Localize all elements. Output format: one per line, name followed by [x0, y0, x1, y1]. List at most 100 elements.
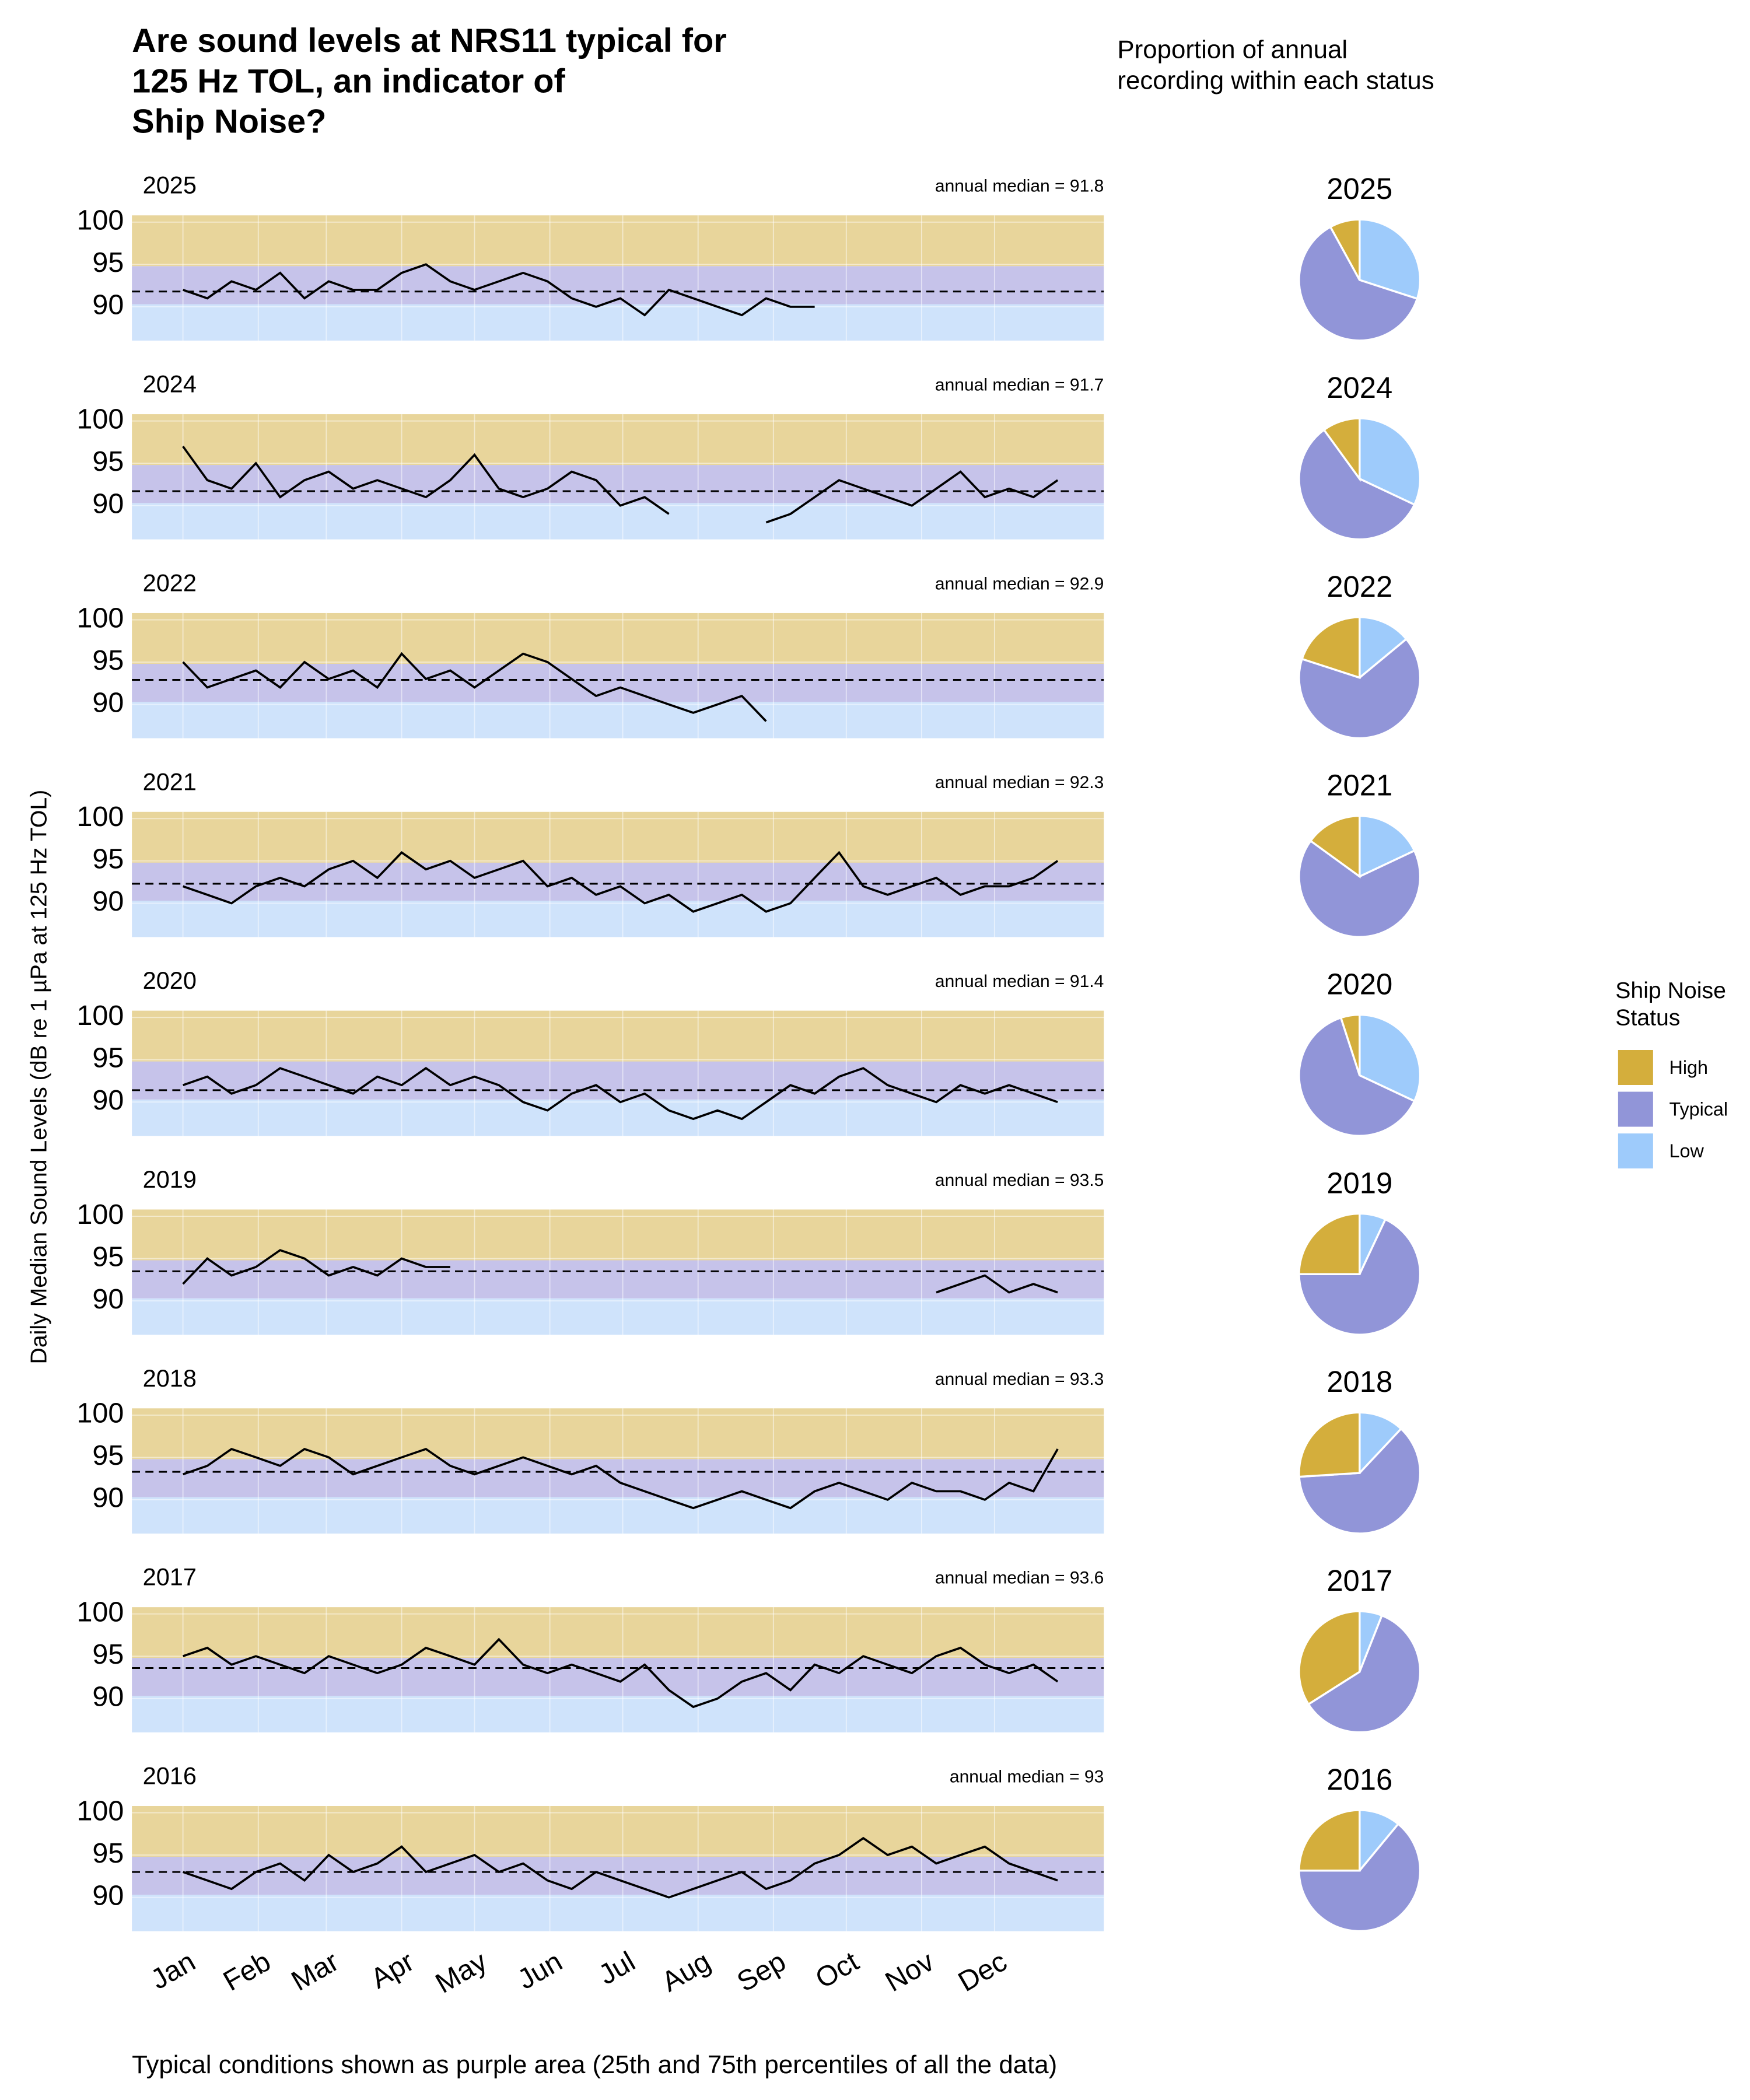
panel-title: 2024: [143, 370, 197, 398]
band-low: [132, 1497, 1104, 1534]
pie-title: 2018: [1326, 1365, 1392, 1398]
pie-slice: [1298, 1610, 1361, 1706]
panel-title: 2025: [143, 172, 197, 199]
annotation: annual median = 93: [950, 1767, 1104, 1786]
band-typical: [132, 1857, 1104, 1895]
pie-slice: [1359, 417, 1422, 506]
annotation: annual median = 93.6: [935, 1569, 1104, 1588]
series-line: [182, 652, 767, 722]
y-tick-label: 100: [76, 1597, 124, 1628]
band-low: [132, 901, 1104, 937]
band-high: [132, 1607, 1104, 1658]
x-tick-label: Oct: [810, 1945, 864, 1995]
pie-slice: [1359, 616, 1408, 680]
caption: Typical conditions shown as purple area …: [132, 2050, 1057, 2079]
legend-label: Low: [1670, 1140, 1704, 1161]
annotation: annual median = 91.8: [935, 177, 1104, 196]
y-tick-label: 100: [76, 602, 124, 634]
band-typical: [132, 1658, 1104, 1696]
pie-title: 2025: [1326, 172, 1392, 205]
band-high: [132, 612, 1104, 664]
pie-slice: [1298, 1822, 1422, 1933]
pie-slice: [1298, 1809, 1361, 1872]
pie-heading: recording within each status: [1117, 66, 1434, 94]
y-tick-label: 100: [76, 1795, 124, 1826]
y-axis-label: Daily Median Sound Levels (dB re 1 µPa a…: [26, 790, 52, 1364]
band-typical: [132, 1061, 1104, 1100]
pie-slice: [1298, 225, 1419, 342]
annotation: annual median = 92.3: [935, 773, 1104, 792]
x-tick-label: Nov: [880, 1945, 940, 1998]
pie-title: 2021: [1326, 769, 1392, 802]
pie-title: 2024: [1326, 371, 1392, 404]
y-tick-label: 100: [76, 1000, 124, 1031]
pie-slice: [1298, 1212, 1361, 1275]
band-high: [132, 1209, 1104, 1261]
x-tick-label: Jul: [593, 1945, 640, 1991]
y-tick-label: 90: [92, 1084, 124, 1116]
pie-slice: [1359, 814, 1416, 878]
x-tick-label: Aug: [656, 1945, 716, 1998]
legend-title: Status: [1615, 1005, 1680, 1030]
legend-label: Typical: [1670, 1098, 1728, 1119]
band-high: [132, 811, 1104, 863]
band-high: [132, 1010, 1104, 1062]
y-tick-label: 90: [92, 1681, 124, 1713]
panel-title: 2021: [143, 768, 197, 795]
panel-title: 2016: [143, 1762, 197, 1790]
y-tick-label: 90: [92, 687, 124, 718]
y-tick-label: 90: [92, 1283, 124, 1315]
panel-title: 2018: [143, 1364, 197, 1392]
band-typical: [132, 266, 1104, 304]
band-typical: [132, 1260, 1104, 1298]
y-tick-label: 100: [76, 403, 124, 435]
annotation: annual median = 93.3: [935, 1370, 1104, 1389]
band-low: [132, 503, 1104, 540]
band-typical: [132, 465, 1104, 503]
pie-slice: [1309, 814, 1361, 878]
pie-slice: [1298, 428, 1416, 541]
legend-swatch: [1618, 1091, 1653, 1127]
pie-title: 2016: [1326, 1763, 1392, 1796]
x-tick-label: Sep: [732, 1945, 792, 1998]
y-tick-label: 90: [92, 1880, 124, 1911]
pie-slice: [1298, 839, 1422, 939]
y-tick-label: 90: [92, 289, 124, 321]
pie-slice: [1300, 616, 1361, 680]
pie-slice: [1359, 218, 1422, 300]
y-tick-label: 90: [92, 1482, 124, 1514]
series-line: [183, 850, 1059, 913]
band-low: [132, 1895, 1104, 1931]
series-line: [182, 446, 1059, 524]
pie-slice: [1298, 1217, 1422, 1336]
pie-slice: [1322, 417, 1361, 482]
pie-slice: [1298, 638, 1422, 740]
band-low: [132, 702, 1104, 738]
series-line: [182, 1249, 1058, 1294]
y-tick-label: 95: [92, 1440, 124, 1471]
y-tick-label: 95: [92, 247, 124, 278]
series-line: [183, 1066, 1058, 1121]
pie-title: 2017: [1326, 1564, 1392, 1597]
y-tick-label: 100: [76, 205, 124, 236]
x-tick-label: Dec: [953, 1945, 1013, 1998]
y-tick-label: 95: [92, 844, 124, 875]
band-low: [132, 1298, 1104, 1335]
x-tick-label: Apr: [366, 1945, 419, 1994]
chart-title: Are sound levels at NRS11 typical for: [132, 22, 727, 60]
pie-title: 2022: [1326, 570, 1392, 603]
y-tick-label: 100: [76, 1199, 124, 1230]
annotation: annual median = 93.5: [935, 1171, 1104, 1190]
chart-title: Ship Noise?: [132, 103, 326, 141]
band-high: [132, 1806, 1104, 1857]
x-tick-label: Feb: [218, 1945, 276, 1997]
band-high: [132, 1408, 1104, 1460]
series-line: [183, 1637, 1059, 1709]
y-tick-label: 95: [92, 1042, 124, 1074]
legend-title: Ship Noise: [1615, 978, 1726, 1003]
band-low: [132, 1099, 1104, 1136]
y-tick-label: 95: [92, 446, 124, 477]
annotation: annual median = 91.7: [935, 376, 1104, 395]
panel-title: 2020: [143, 967, 197, 994]
